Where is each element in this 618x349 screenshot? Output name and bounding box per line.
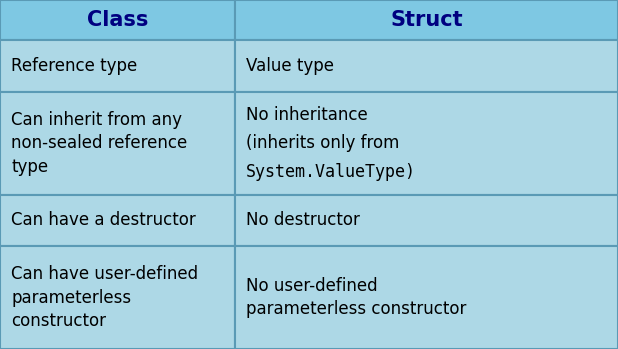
FancyBboxPatch shape: [235, 246, 618, 349]
FancyBboxPatch shape: [235, 0, 618, 40]
Text: Reference type: Reference type: [11, 57, 137, 75]
Text: System.ValueType): System.ValueType): [246, 163, 416, 181]
FancyBboxPatch shape: [235, 92, 618, 195]
Text: No inheritance: No inheritance: [246, 106, 368, 124]
FancyBboxPatch shape: [235, 195, 618, 246]
Text: No destructor: No destructor: [246, 211, 360, 229]
Text: (inherits only from: (inherits only from: [246, 134, 399, 152]
Text: Class: Class: [87, 10, 148, 30]
Text: Value type: Value type: [246, 57, 334, 75]
Text: Can have a destructor: Can have a destructor: [11, 211, 196, 229]
FancyBboxPatch shape: [0, 246, 235, 349]
Text: Can inherit from any
non-sealed reference
type: Can inherit from any non-sealed referenc…: [11, 111, 187, 176]
FancyBboxPatch shape: [235, 40, 618, 92]
Text: Can have user-defined
parameterless
constructor: Can have user-defined parameterless cons…: [11, 265, 198, 330]
FancyBboxPatch shape: [0, 40, 235, 92]
FancyBboxPatch shape: [0, 195, 235, 246]
Text: No user-defined
parameterless constructor: No user-defined parameterless constructo…: [246, 277, 467, 318]
FancyBboxPatch shape: [0, 92, 235, 195]
FancyBboxPatch shape: [0, 0, 235, 40]
Text: Struct: Struct: [390, 10, 463, 30]
